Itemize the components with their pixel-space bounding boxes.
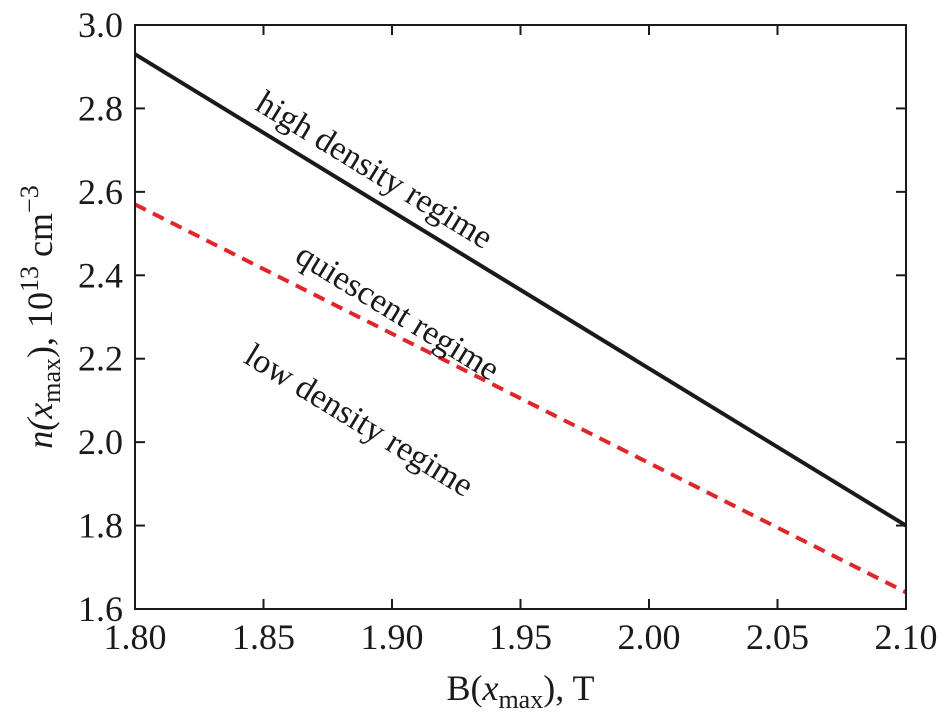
- x-tick-label: 2.00: [618, 617, 681, 657]
- y-tick-label: 1.6: [78, 589, 123, 629]
- x-tick-label: 2.10: [875, 617, 938, 657]
- annotation-2: low density regime: [238, 337, 480, 505]
- y-tick-label: 3.0: [78, 5, 123, 45]
- x-tick-label: 1.95: [489, 617, 552, 657]
- y-tick-label: 2.8: [78, 88, 123, 128]
- series-layer: [133, 52, 908, 595]
- x-tick-label: 2.05: [746, 617, 809, 657]
- y-tick-label: 2.2: [78, 339, 123, 379]
- x-axis: 1.80 1.85 1.90 1.95 2.00 2.05 2.10: [104, 25, 938, 657]
- y-tick-label: 2.0: [78, 422, 123, 462]
- annotation-0: high density regime: [249, 84, 499, 256]
- x-axis-label: B(xmax), T: [446, 668, 594, 714]
- y-axis-label: n(xmax), 1013 cm−3: [15, 185, 66, 448]
- x-tick-label: 1.85: [232, 617, 295, 657]
- y-tick-label: 2.6: [78, 172, 123, 212]
- series-line-0: [133, 52, 908, 528]
- y-tick-label: 1.8: [78, 506, 123, 546]
- y-tick-label: 2.4: [78, 255, 123, 295]
- series-line-1: [134, 202, 907, 595]
- x-tick-label: 1.80: [104, 617, 167, 657]
- y-axis: 1.6 1.8 2.0 2.2 2.4 2.6 2.8 3.0: [78, 5, 906, 629]
- x-tick-label: 1.90: [361, 617, 424, 657]
